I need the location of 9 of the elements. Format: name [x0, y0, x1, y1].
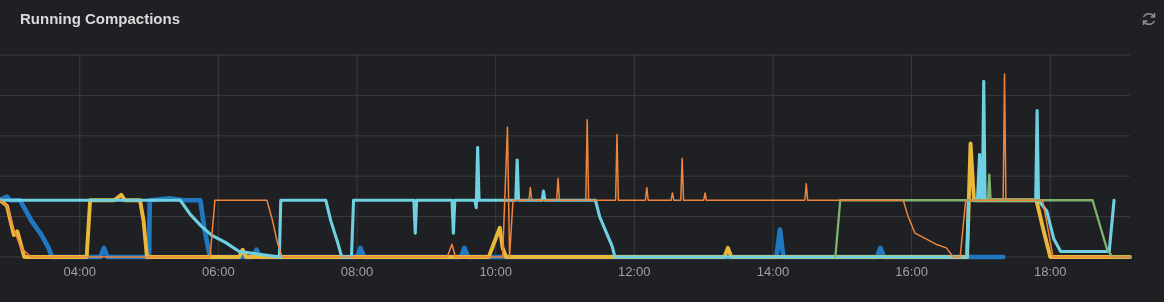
- chart-title: Running Compactions: [20, 10, 180, 27]
- x-tick-label: 12:00: [618, 264, 651, 279]
- x-tick-label: 18:00: [1034, 264, 1067, 279]
- x-tick-label: 08:00: [340, 264, 374, 279]
- x-tick-label: 14:00: [756, 264, 790, 279]
- x-tick-label: 04:00: [63, 264, 96, 279]
- x-tick-label: 06:00: [202, 264, 235, 279]
- x-tick-label: 16:00: [895, 264, 928, 279]
- x-tick-label: 10:00: [479, 264, 512, 279]
